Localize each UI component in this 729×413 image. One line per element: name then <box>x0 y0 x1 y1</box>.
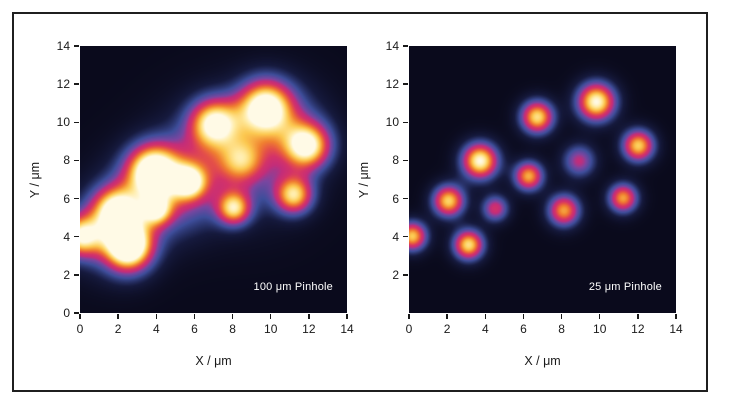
x-tick-label: 0 <box>405 322 413 336</box>
x-tick-label: 14 <box>669 322 683 336</box>
x-tick-mark <box>346 314 348 319</box>
y-tick-label: 14 <box>385 39 399 53</box>
y-tick-label: 0 <box>63 306 70 320</box>
x-tick-mark <box>79 314 81 319</box>
y-tick-mark <box>403 274 408 276</box>
x-tick-label: 2 <box>114 322 122 336</box>
y-tick-label: 8 <box>392 153 399 168</box>
x-tick-mark <box>675 314 677 319</box>
y-tick-mark <box>403 235 408 238</box>
y-tick-mark <box>403 45 408 47</box>
y-tick-label: 10 <box>385 115 399 130</box>
y-tick-mark <box>403 159 408 162</box>
x-tick-label: 0 <box>76 322 84 336</box>
x-tick-mark <box>193 314 196 319</box>
x-tick-mark <box>269 314 272 319</box>
y-tick-mark <box>403 121 408 124</box>
y-tick-label: 4 <box>63 229 70 244</box>
x-tick-mark <box>408 314 410 319</box>
y-tick-mark <box>74 312 79 314</box>
y-tick-label: 8 <box>63 153 70 168</box>
x-tick-label: 4 <box>152 322 160 336</box>
y-tick-mark <box>74 235 79 238</box>
y-tick-mark <box>74 197 79 200</box>
y-tick-label: 6 <box>63 191 70 206</box>
x-tick-label: 12 <box>631 322 645 336</box>
x-tick-label: 6 <box>520 322 527 336</box>
heatmap-100um-pinhole <box>80 46 347 313</box>
y-tick-mark <box>74 159 79 162</box>
x-tick-label: 6 <box>191 322 198 336</box>
x-tick-label: 10 <box>264 322 278 336</box>
heatmap-25um-pinhole <box>409 46 676 313</box>
x-tick-mark <box>598 314 601 319</box>
x-tick-label: 2 <box>443 322 451 336</box>
x-tick-mark <box>484 314 487 319</box>
pinhole-size-annotation: 100 μm Pinhole <box>253 281 333 293</box>
x-tick-mark <box>446 314 448 319</box>
y-tick-label: 2 <box>392 267 399 282</box>
x-tick-label: 12 <box>302 322 316 336</box>
x-tick-label: 8 <box>558 322 565 336</box>
x-tick-mark <box>117 314 119 319</box>
x-tick-mark <box>522 314 525 319</box>
x-tick-label: 10 <box>593 322 607 336</box>
y-tick-mark <box>74 121 79 124</box>
y-tick-mark <box>74 274 79 276</box>
y-tick-label: 12 <box>385 77 399 92</box>
x-tick-label: 8 <box>229 322 236 336</box>
y-tick-label: 2 <box>63 267 70 282</box>
y-tick-label: 6 <box>392 191 399 206</box>
y-tick-label: 14 <box>56 39 70 53</box>
x-tick-mark <box>560 314 563 319</box>
y-tick-mark <box>74 45 79 47</box>
x-tick-mark <box>637 314 639 319</box>
y-axis-title: Y / μm <box>357 161 371 198</box>
x-tick-label: 14 <box>340 322 354 336</box>
x-tick-label: 4 <box>481 322 489 336</box>
y-tick-mark <box>403 197 408 200</box>
x-tick-mark <box>155 314 158 319</box>
x-tick-mark <box>308 314 310 319</box>
y-tick-mark <box>74 83 79 85</box>
pinhole-size-annotation: 25 μm Pinhole <box>588 281 662 293</box>
y-tick-label: 10 <box>56 115 70 130</box>
y-axis-title: Y / μm <box>28 161 42 198</box>
y-tick-label: 4 <box>392 229 399 244</box>
x-axis-title: X / μm <box>195 354 232 368</box>
x-tick-mark <box>231 314 234 319</box>
x-axis-title: X / μm <box>524 354 561 368</box>
y-tick-mark <box>403 83 408 85</box>
y-tick-label: 12 <box>56 77 70 92</box>
